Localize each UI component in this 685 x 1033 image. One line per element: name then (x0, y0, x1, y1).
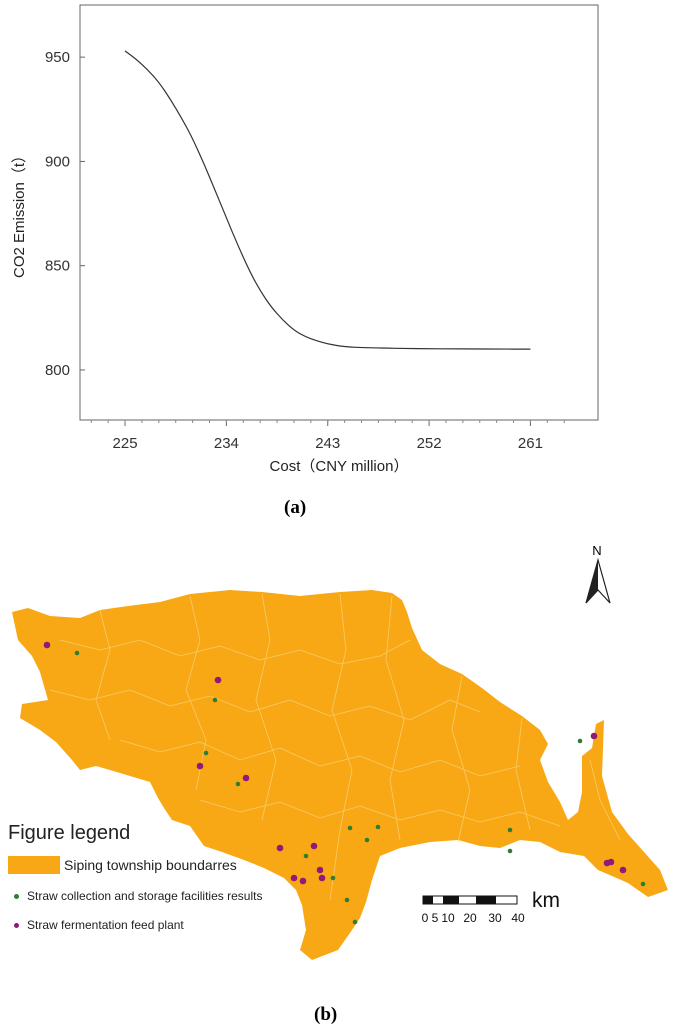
fermentation-plant-marker (316, 866, 324, 874)
x-tick-label-252: 252 (417, 435, 442, 452)
scale-tick-20: 20 (463, 911, 477, 925)
scale-tick-5: 5 (432, 911, 439, 925)
legend-dot-collection (14, 893, 19, 899)
legend-item-fermentation-plant: Straw fermentation feed plant (8, 918, 184, 932)
fermentation-plant-marker (290, 874, 298, 882)
fermentation-plant-marker (242, 774, 250, 782)
collection-facility-marker (640, 881, 646, 887)
fermentation-plant-marker (43, 641, 51, 649)
collection-facility-marker (344, 897, 350, 903)
plot-frame (79, 4, 599, 421)
siping-township-map: N 0 5 10 20 30 40 km (12, 543, 668, 960)
fermentation-plant-marker (619, 866, 627, 874)
fermentation-plant-marker (607, 858, 615, 866)
fermentation-plant-marker (196, 762, 204, 770)
township-region (12, 590, 668, 960)
panel-label-a: (a) (284, 497, 307, 518)
scale-tick-30: 30 (488, 911, 502, 925)
fermentation-plants (43, 641, 627, 885)
township-boundary-lines (49, 593, 621, 901)
y-tick-label-900: 900 (45, 153, 70, 170)
legend-item-township-boundaries: Siping township boundarres (8, 856, 237, 874)
north-arrow: N (585, 543, 611, 604)
collection-facility-marker (235, 781, 241, 787)
scale-tick-0: 0 (422, 911, 429, 925)
legend-dot-plant (14, 922, 19, 928)
collection-facilities (74, 650, 646, 925)
collection-facility-marker (507, 827, 513, 833)
legend-label-plant: Straw fermentation feed plant (27, 918, 184, 932)
x-tick-label-261: 261 (518, 435, 543, 452)
x-tick-label-234: 234 (214, 435, 239, 452)
panel-label-b: (b) (314, 1004, 338, 1025)
y-axis-title: CO2 Emission（t） (11, 148, 28, 278)
fermentation-plant-marker (590, 732, 598, 740)
legend-swatch-boundaries (8, 856, 60, 874)
scale-tick-40: 40 (511, 911, 525, 925)
collection-facility-marker (364, 837, 370, 843)
fermentation-plant-marker (310, 842, 318, 850)
y-axis-ticks: 800 850 900 950 (45, 49, 85, 379)
fermentation-plant-marker (318, 874, 326, 882)
scale-bar: 0 5 10 20 30 40 km (422, 889, 560, 925)
collection-facility-marker (347, 825, 353, 831)
collection-facility-marker (330, 875, 336, 881)
y-tick-label-800: 800 (45, 362, 70, 379)
fermentation-plant-marker (299, 877, 307, 885)
series-line (124, 50, 531, 350)
collection-facility-marker (303, 853, 309, 859)
x-axis-ticks: 225 234 243 252 261 (90, 420, 565, 452)
collection-facility-marker (352, 919, 358, 925)
collection-facility-marker (577, 738, 583, 744)
x-axis-title: Cost（CNY million） (270, 458, 409, 475)
x-tick-label-243: 243 (315, 435, 340, 452)
collection-facility-marker (203, 750, 209, 756)
legend-label-boundaries: Siping township boundarres (64, 857, 237, 873)
collection-facility-marker (375, 824, 381, 830)
legend-title: Figure legend (8, 822, 131, 844)
north-label: N (592, 543, 601, 558)
scale-unit: km (532, 889, 560, 912)
x-tick-label-225: 225 (113, 435, 138, 452)
collection-facility-marker (212, 697, 218, 703)
y-tick-label-850: 850 (45, 258, 70, 275)
fermentation-plant-marker (276, 844, 284, 852)
legend-item-collection-facilities: Straw collection and storage facilities … (8, 889, 262, 903)
collection-facility-marker (74, 650, 80, 656)
y-tick-label-950: 950 (45, 49, 70, 66)
scale-tick-10: 10 (441, 911, 455, 925)
co2-cost-line-chart: 800 850 900 950 225 234 243 252 261 Cost（CNY mi… (11, 4, 599, 475)
collection-facility-marker (507, 848, 513, 854)
legend-label-collection: Straw collection and storage facilities … (27, 889, 263, 903)
fermentation-plant-marker (214, 676, 222, 684)
